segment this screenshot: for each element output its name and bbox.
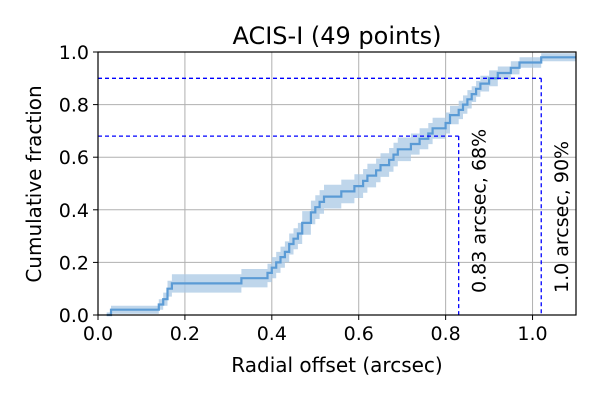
x-tick-label-1: 0.2 <box>170 323 200 345</box>
y-tick-label-1: 0.2 <box>59 252 89 274</box>
percentile-markers <box>98 77 542 315</box>
percentile-annotations: 0.83 arcsec, 68% 1.0 arcsec, 90% <box>469 129 574 293</box>
x-axis-ticks: 0.0 0.2 0.4 0.6 0.8 1.0 <box>83 315 548 345</box>
x-tick-label-2: 0.4 <box>257 323 287 345</box>
y-tick-label-0: 0.0 <box>59 305 89 327</box>
plot-frame <box>97 51 577 316</box>
y-tick-label-3: 0.6 <box>59 147 89 169</box>
confidence-band <box>106 53 576 316</box>
confidence-band-area <box>106 53 576 316</box>
y-tick-label-2: 0.4 <box>59 200 89 222</box>
x-axis-label: Radial offset (arcsec) <box>231 353 442 377</box>
annotation-label-0: 0.83 arcsec, 68% <box>469 129 491 293</box>
grid-lines <box>97 51 576 316</box>
cumulative-step-line <box>106 56 576 317</box>
y-tick-label-4: 0.8 <box>59 95 89 117</box>
step-line-series <box>106 56 576 317</box>
y-axis-label: Cumulative fraction <box>22 85 46 282</box>
x-tick-label-5: 1.0 <box>517 323 547 345</box>
x-tick-label-4: 0.8 <box>431 323 461 345</box>
y-tick-label-5: 1.0 <box>59 42 89 64</box>
x-tick-label-3: 0.6 <box>344 323 374 345</box>
annotation-label-1: 1.0 arcsec, 90% <box>551 141 573 293</box>
y-axis-ticks: 0.0 0.2 0.4 0.6 0.8 1.0 <box>59 42 98 327</box>
x-tick-label-0: 0.0 <box>83 323 113 345</box>
chart-title: ACIS-I (49 points) <box>232 22 441 50</box>
